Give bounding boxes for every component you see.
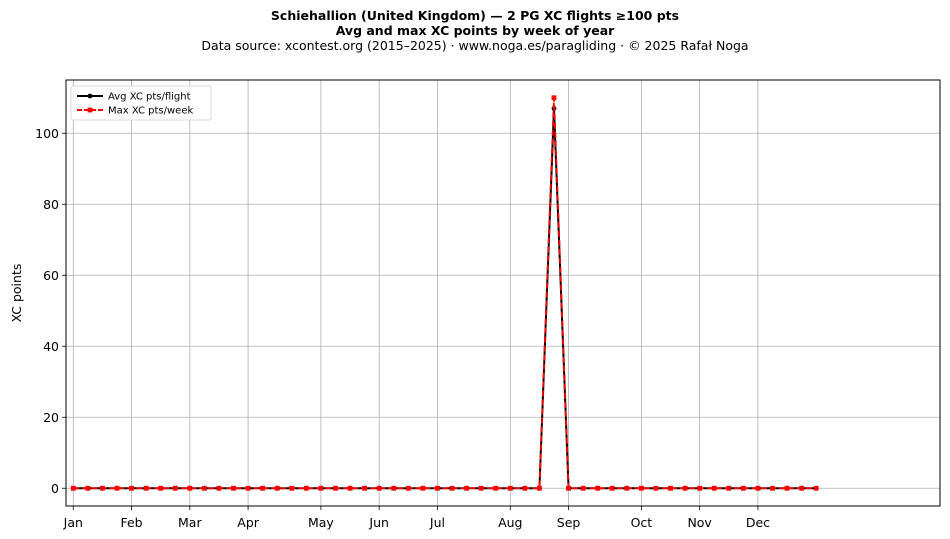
max-point [172, 485, 178, 491]
max-point [668, 485, 673, 491]
legend-label: Max XC pts/week [108, 106, 193, 117]
max-point [216, 485, 222, 491]
max-point [507, 485, 513, 491]
y-tick-label: 100 [35, 126, 59, 141]
max-point [100, 485, 105, 491]
max-point [70, 485, 76, 491]
max-point [726, 485, 732, 491]
max-point [522, 485, 528, 491]
max-point [551, 95, 557, 101]
max-point [449, 485, 455, 491]
legend: Avg XC pts/flight Max XC pts/week [70, 85, 212, 121]
max-point [537, 485, 542, 491]
x-tick-label: Mar [178, 515, 202, 530]
max-point [711, 485, 717, 491]
chart-title-block: Schiehallion (United Kingdom) — 2 PG XC … [0, 8, 950, 54]
max-point [682, 485, 688, 491]
y-tick-label: 80 [43, 197, 59, 212]
y-tick-label: 60 [43, 268, 59, 283]
legend-marker [87, 107, 93, 113]
max-point [85, 485, 91, 491]
legend-marker [87, 93, 93, 99]
max-point [566, 485, 571, 491]
max-point [245, 485, 251, 491]
max-point [493, 485, 499, 491]
x-tick-label: Nov [687, 515, 712, 530]
x-tick-label: Jun [368, 515, 389, 530]
max-point [391, 485, 397, 491]
max-point [697, 485, 703, 491]
max-point [231, 485, 236, 491]
max-point [435, 485, 440, 491]
max-point [638, 485, 644, 491]
max-point [289, 485, 295, 491]
x-tick-label: Dec [746, 515, 770, 530]
max-point [405, 485, 411, 491]
x-tick-label: Feb [120, 515, 142, 530]
max-point [799, 485, 805, 491]
max-point [784, 485, 790, 491]
legend-label: Avg XC pts/flight [108, 92, 191, 103]
max-point [114, 485, 120, 491]
max-point [464, 485, 469, 491]
max-point [595, 485, 601, 491]
max-point [362, 485, 368, 491]
y-tick-label: 0 [51, 481, 59, 496]
max-point [333, 485, 338, 491]
series-layer [70, 95, 819, 491]
max-point [420, 485, 426, 491]
x-tick-label: Apr [237, 515, 259, 530]
max-point [347, 485, 353, 491]
max-point [187, 485, 193, 491]
max-point [143, 485, 149, 491]
y-tick-label: 40 [43, 339, 59, 354]
chart-title: Schiehallion (United Kingdom) — 2 PG XC … [270, 8, 680, 23]
plot-frame [65, 79, 941, 507]
y-axis-label: XC points [9, 264, 24, 323]
chart-subtitle: Avg and max XC points by week of year [335, 23, 615, 38]
max-point [609, 485, 615, 491]
y-tick-label: 20 [43, 410, 59, 425]
max-point [129, 485, 134, 491]
max-point [260, 485, 266, 491]
max-point [303, 485, 309, 491]
max-point [318, 485, 324, 491]
series-line-avg [73, 108, 817, 490]
max-point [813, 485, 819, 491]
x-tick-label: Sep [557, 515, 581, 530]
x-tick-label: Aug [498, 515, 522, 530]
max-point [158, 485, 164, 491]
max-point [274, 485, 280, 491]
axis-ticks: 0 20 40 60 80 100 Jan Feb Mar Apr May Jun Jul Aug Sep O… [35, 126, 770, 530]
series-line-max [73, 97, 817, 490]
x-tick-label: Jul [429, 515, 445, 530]
grid-lines [66, 80, 940, 506]
legend-box [70, 85, 212, 121]
max-point [653, 485, 659, 491]
max-point [755, 485, 761, 491]
x-tick-label: Jan [63, 515, 83, 530]
max-point [740, 485, 746, 491]
max-point [624, 485, 630, 491]
x-tick-label: May [308, 515, 334, 530]
max-point [580, 485, 586, 491]
chart-source: Data source: xcontest.org (2015–2025) · … [201, 38, 749, 53]
max-point [478, 485, 484, 491]
max-point [770, 485, 775, 491]
x-tick-label: Oct [631, 515, 653, 530]
max-point [201, 485, 207, 491]
max-point [376, 485, 382, 491]
